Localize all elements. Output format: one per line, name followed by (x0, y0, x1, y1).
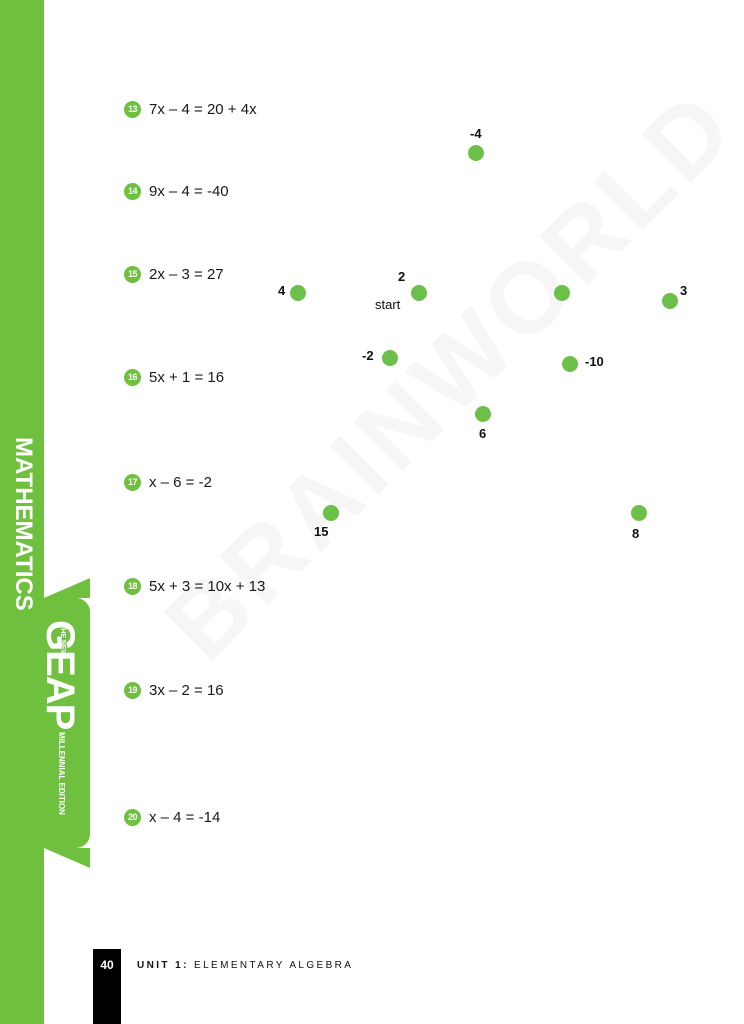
problem-equation: 3x – 2 = 16 (149, 681, 224, 699)
dot-2-start[interactable] (411, 285, 427, 301)
problem-equation: x – 4 = -14 (149, 808, 221, 826)
start-label: start (375, 297, 401, 312)
problem-number-badge: 16 (124, 368, 141, 386)
problem-20: 20 x – 4 = -14 (124, 807, 220, 827)
problem-number-badge: 18 (124, 577, 141, 595)
problem-14: 14 9x – 4 = -40 (124, 181, 229, 201)
sidebar-tab-notch-top (44, 578, 90, 598)
dot-label-8: 8 (632, 526, 640, 541)
problem-number-badge: 15 (124, 265, 141, 283)
sidebar-band (0, 0, 44, 1024)
dot-label-neg4: -4 (470, 126, 482, 141)
dot-label-15: 15 (314, 524, 329, 539)
problem-equation: 2x – 3 = 27 (149, 265, 224, 283)
problem-15: 15 2x – 3 = 27 (124, 264, 224, 284)
unit-title: UNIT 1: ELEMENTARY ALGEBRA (137, 960, 353, 971)
dot-3[interactable] (662, 293, 678, 309)
problem-number-badge: 14 (124, 182, 141, 200)
problem-number-badge: 20 (124, 808, 141, 826)
brand-name: GEAP (38, 620, 82, 730)
sidebar-tab (44, 598, 90, 848)
watermark: BRAINWORLD (145, 150, 675, 680)
dot-label-6: 6 (479, 426, 487, 441)
unit-name: ELEMENTARY ALGEBRA (194, 960, 354, 971)
dot-unlabeled[interactable] (554, 285, 570, 301)
unit-prefix: UNIT 1: (137, 960, 189, 971)
problem-equation: x – 6 = -2 (149, 473, 212, 491)
problem-number-badge: 17 (124, 473, 141, 491)
dot-neg2[interactable] (382, 350, 398, 366)
page-number-box (93, 949, 121, 1024)
page-number: 40 (100, 958, 114, 972)
problem-equation: 7x – 4 = 20 + 4x (149, 100, 257, 118)
problem-equation: 9x – 4 = -40 (149, 182, 229, 200)
problem-18: 18 5x + 3 = 10x + 13 (124, 576, 265, 596)
dot-8[interactable] (631, 505, 647, 521)
dot-neg10[interactable] (562, 356, 578, 372)
brand-logo: THE NEW GEAP MILLENNIAL EDITION (38, 620, 96, 815)
dot-label-neg2: -2 (362, 348, 374, 363)
dot-neg4[interactable] (468, 145, 484, 161)
dot-label-2: 2 (398, 269, 406, 284)
dot-label-3: 3 (680, 283, 688, 298)
brand-edition: MILLENNIAL EDITION (57, 732, 66, 815)
problem-number-badge: 13 (124, 100, 141, 118)
sidebar-tab-notch-bottom (44, 848, 90, 868)
problem-13: 13 7x – 4 = 20 + 4x (124, 99, 257, 119)
dot-15[interactable] (323, 505, 339, 521)
problem-19: 19 3x – 2 = 16 (124, 680, 224, 700)
problem-17: 17 x – 6 = -2 (124, 472, 212, 492)
subject-label-wrap: MATHEMATICS (8, 437, 38, 611)
dot-label-4: 4 (278, 283, 286, 298)
subject-label: MATHEMATICS (10, 437, 37, 611)
problem-number-badge: 19 (124, 681, 141, 699)
dot-label-neg10: -10 (585, 354, 604, 369)
dot-4[interactable] (290, 285, 306, 301)
dot-6[interactable] (475, 406, 491, 422)
problem-equation: 5x + 1 = 16 (149, 368, 225, 386)
problem-16: 16 5x + 1 = 16 (124, 367, 224, 387)
problem-equation: 5x + 3 = 10x + 13 (149, 577, 266, 595)
